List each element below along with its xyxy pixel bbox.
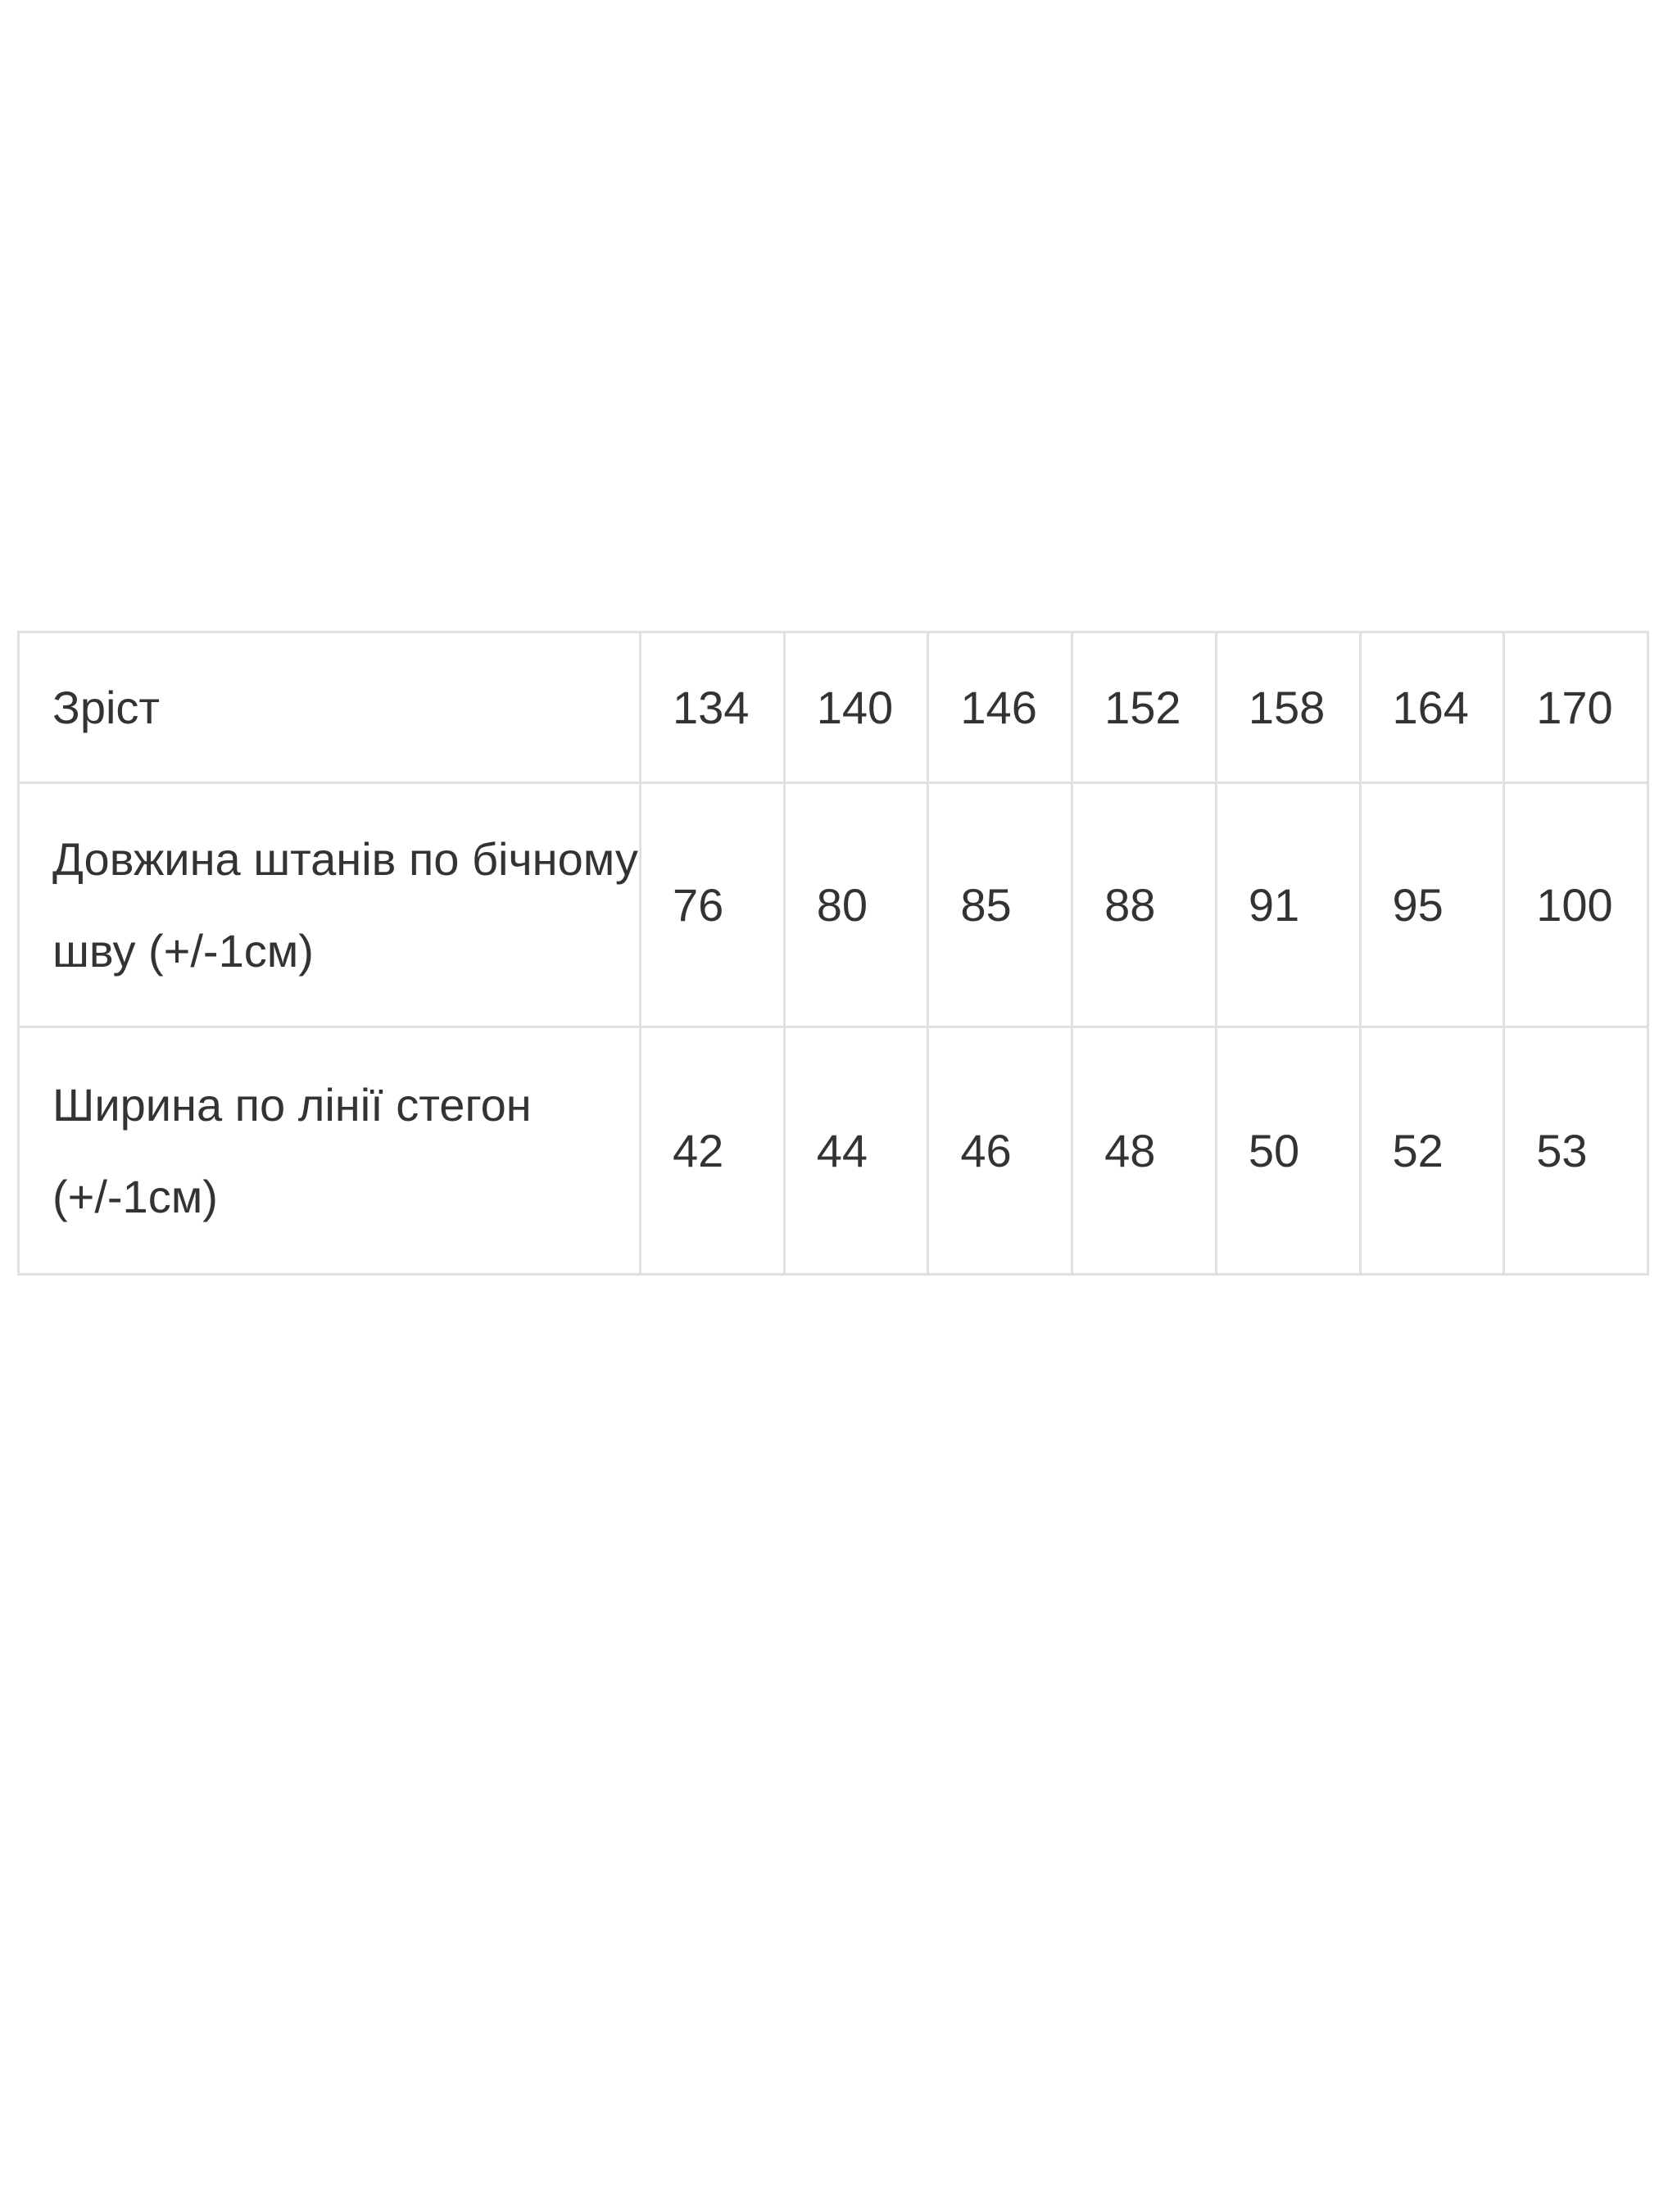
- cell: 48: [1071, 1026, 1217, 1276]
- cell: 44: [782, 1026, 930, 1276]
- cell: 146: [927, 631, 1074, 784]
- cell: 100: [1503, 782, 1649, 1028]
- cell: 158: [1214, 631, 1362, 784]
- row-label: Ширина по лінії стегон (+/-1см): [17, 1026, 641, 1276]
- cell: 76: [639, 782, 786, 1028]
- cell: 134: [639, 631, 786, 784]
- cell: 52: [1358, 1026, 1506, 1276]
- cell: 170: [1503, 631, 1649, 784]
- cell: 140: [782, 631, 930, 784]
- cell: 91: [1214, 782, 1362, 1028]
- cell: 42: [639, 1026, 786, 1276]
- cell: 95: [1358, 782, 1506, 1028]
- cell: 50: [1214, 1026, 1362, 1276]
- table-row-height: Зріст 134 140 146 152 158 164 170: [17, 631, 1649, 784]
- cell: 80: [782, 782, 930, 1028]
- table-row-pants-length: Довжина штанів по бічному шву (+/-1см) 7…: [17, 782, 1649, 1028]
- cell: 85: [927, 782, 1074, 1028]
- cell: 53: [1503, 1026, 1649, 1276]
- size-table: Зріст 134 140 146 152 158 164 170 Довжин…: [17, 631, 1649, 1276]
- cell: 164: [1358, 631, 1506, 784]
- cell: 46: [927, 1026, 1074, 1276]
- cell: 152: [1071, 631, 1217, 784]
- row-label: Довжина штанів по бічному шву (+/-1см): [17, 782, 641, 1028]
- row-label: Зріст: [17, 631, 641, 784]
- table-row-hip-width: Ширина по лінії стегон (+/-1см) 42 44 46…: [17, 1026, 1649, 1276]
- cell: 88: [1071, 782, 1217, 1028]
